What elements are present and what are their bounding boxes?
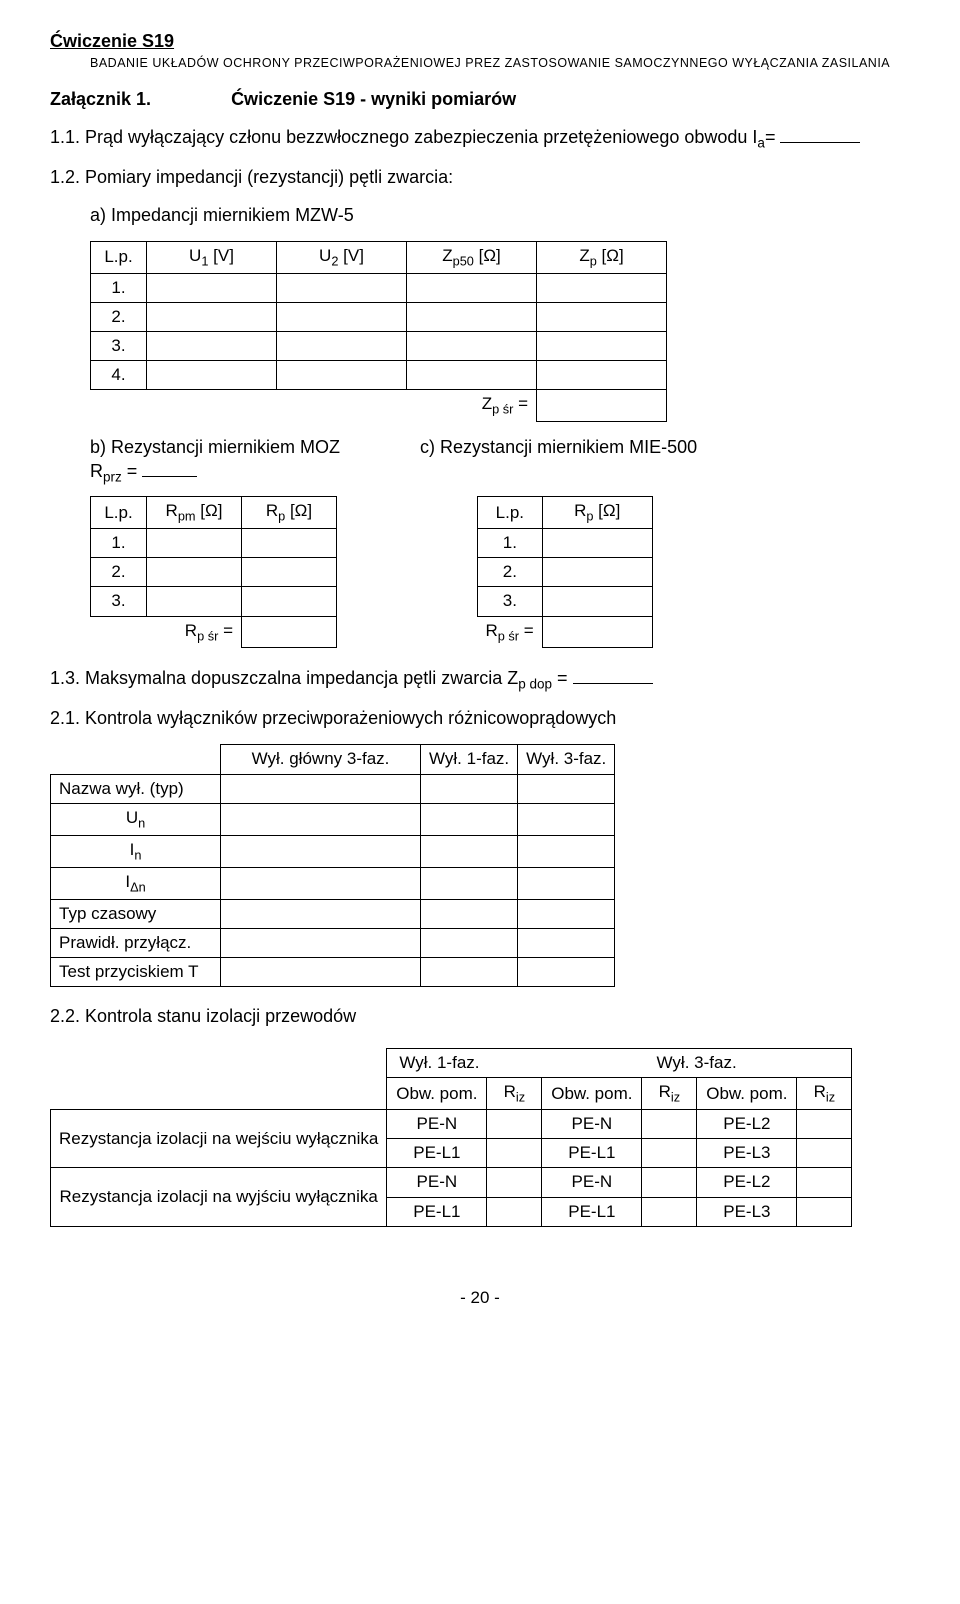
- section-1-2-a: a) Impedancji miernikiem MZW-5: [50, 204, 910, 227]
- doc-title: Ćwiczenie S19: [50, 30, 910, 53]
- table-moz: L.p. Rpm [Ω] Rp [Ω] 1. 2. 3. Rp śr =: [90, 496, 337, 648]
- attachment-label: Załącznik 1.: [50, 88, 151, 111]
- section-1-3: 1.3. Maksymalna dopuszczalna impedancja …: [50, 666, 910, 693]
- table-impedance-mzw5: L.p. U1 [V] U2 [V] Zp50 [Ω] Zp [Ω] 1. 2.…: [90, 241, 667, 422]
- section-1-2-c: c) Rezystancji miernikiem MIE-500: [420, 436, 697, 459]
- page-number: - 20 -: [50, 1287, 910, 1309]
- section-1-2: 1.2. Pomiary impedancji (rezystancji) pę…: [50, 166, 910, 189]
- table-insulation: Wył. 1-faz. Wył. 3-faz. Obw. pom. Riz Ob…: [50, 1048, 852, 1226]
- section-1-1: 1.1. Prąd wyłączający członu bezzwłoczne…: [50, 125, 910, 152]
- attachment-title: Ćwiczenie S19 - wyniki pomiarów: [231, 88, 516, 111]
- table-rcd-control: Wył. główny 3-faz. Wył. 1-faz. Wył. 3-fa…: [50, 744, 615, 986]
- table-mie500: L.p. Rp [Ω] 1. 2. 3. Rp śr =: [477, 496, 653, 648]
- rprz-line: Rprz =: [90, 459, 340, 486]
- doc-subtitle: BADANIE UKŁADÓW OCHRONY PRZECIWPORAŻENIO…: [50, 55, 910, 71]
- section-2-2: 2.2. Kontrola stanu izolacji przewodów: [50, 1005, 910, 1028]
- section-1-2-b: b) Rezystancji miernikiem MOZ: [90, 436, 340, 459]
- section-2-1: 2.1. Kontrola wyłączników przeciwporażen…: [50, 707, 910, 730]
